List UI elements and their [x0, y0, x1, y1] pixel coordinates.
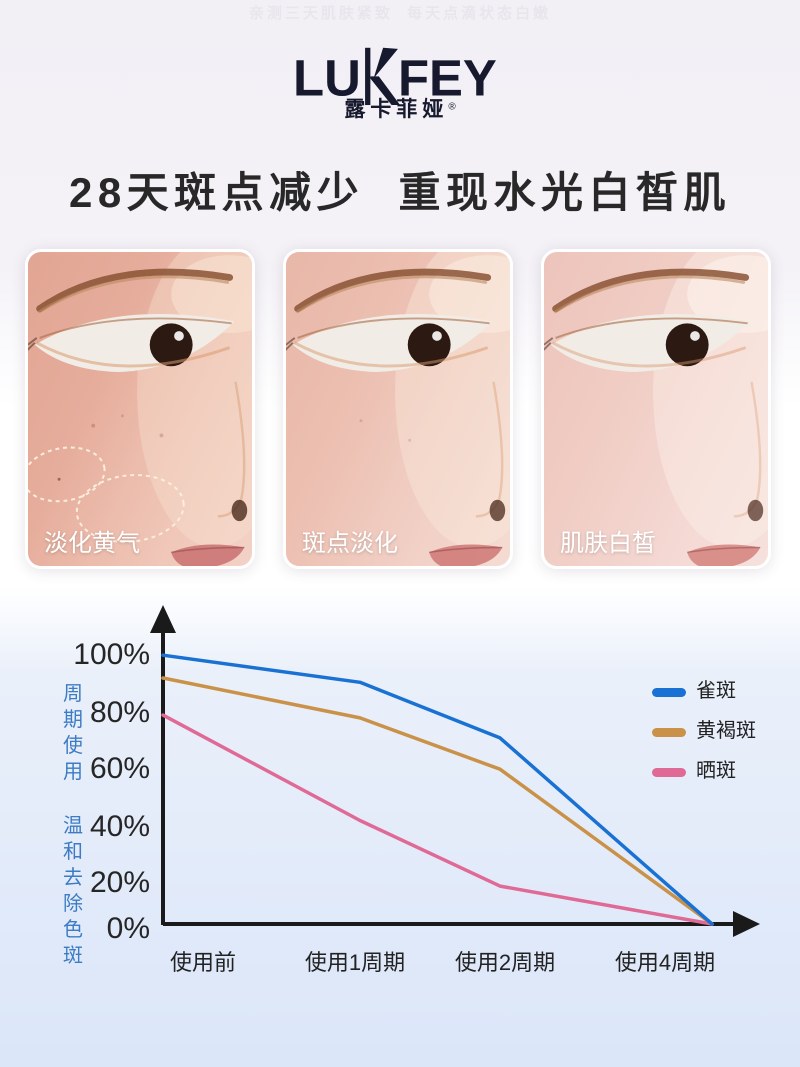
svg-text:和: 和 [63, 840, 83, 863]
svg-text:40%: 40% [90, 810, 150, 843]
svg-text:黄褐斑: 黄褐斑 [696, 719, 756, 742]
svg-text:色: 色 [63, 918, 83, 941]
svg-text:60%: 60% [90, 752, 150, 785]
svg-text:周: 周 [63, 683, 83, 705]
svg-text:0%: 0% [107, 912, 150, 945]
svg-text:20%: 20% [90, 866, 150, 899]
svg-text:使用4周期: 使用4周期 [615, 950, 715, 975]
svg-text:使用2周期: 使用2周期 [455, 950, 555, 975]
svg-text:去: 去 [63, 866, 83, 889]
svg-text:晒斑: 晒斑 [696, 759, 736, 782]
svg-text:80%: 80% [90, 696, 150, 729]
svg-text:斑: 斑 [63, 944, 83, 967]
svg-text:用: 用 [63, 761, 83, 783]
svg-text:温: 温 [63, 814, 83, 837]
svg-text:使用前: 使用前 [170, 950, 236, 975]
svg-text:雀斑: 雀斑 [696, 679, 736, 702]
svg-text:使用1周期: 使用1周期 [305, 950, 405, 975]
svg-text:100%: 100% [73, 638, 150, 671]
svg-text:期: 期 [63, 709, 83, 731]
svg-text:除: 除 [63, 892, 83, 915]
svg-text:使: 使 [63, 734, 83, 757]
